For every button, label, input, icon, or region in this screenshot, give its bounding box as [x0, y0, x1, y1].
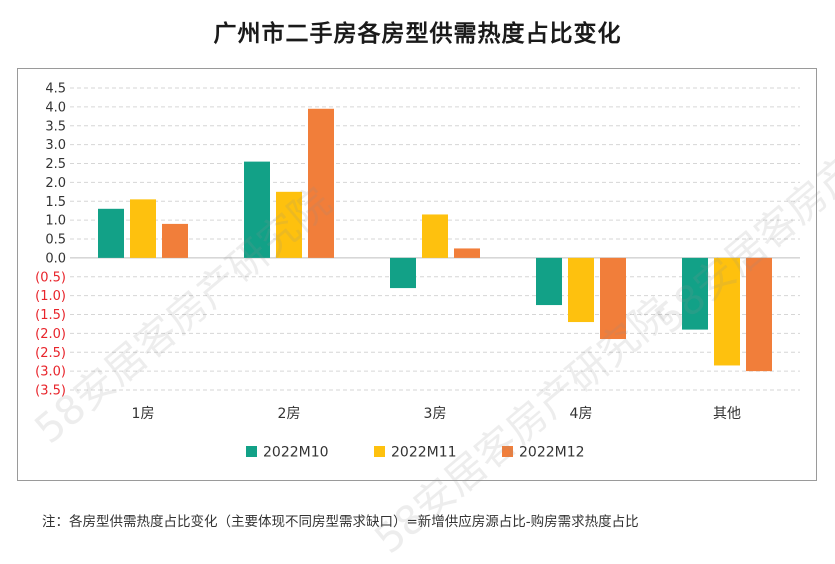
footnote: 注：各房型供需热度占比变化（主要体现不同房型需求缺口）=新增供应房源占比-购房需… — [42, 514, 639, 530]
legend-swatch — [502, 446, 513, 457]
bar-2022M10-1房 — [98, 208, 124, 258]
legend-label: 2022M12 — [519, 445, 585, 461]
bar-2022M11-其他 — [714, 257, 740, 366]
y-tick-label: 4.0 — [45, 100, 66, 115]
y-tick-label: (3.0) — [35, 365, 66, 380]
y-tick-label: 3.5 — [45, 119, 66, 134]
y-tick-label: (0.5) — [35, 270, 66, 285]
x-tick-label: 4房 — [570, 406, 593, 422]
legend-swatch — [246, 446, 257, 457]
bar-2022M12-2房 — [308, 108, 334, 258]
bar-2022M11-4房 — [568, 257, 594, 323]
bar-2022M11-2房 — [276, 191, 302, 258]
bar-2022M10-4房 — [536, 257, 562, 306]
y-tick-label: (2.5) — [35, 346, 66, 361]
y-tick-label: 2.0 — [45, 176, 66, 191]
x-tick-label: 1房 — [132, 406, 155, 422]
bar-2022M12-3房 — [454, 248, 480, 258]
bar-2022M12-1房 — [162, 223, 188, 258]
bar-2022M10-3房 — [390, 257, 416, 289]
y-tick-label: (2.0) — [35, 327, 66, 342]
y-tick-label: 2.5 — [45, 157, 66, 172]
x-tick-label: 2房 — [278, 406, 301, 422]
x-axis-ticks: 1房 2房 3房 4房 其他 — [132, 406, 741, 422]
y-tick-label: 0.0 — [45, 251, 66, 266]
y-axis-ticks: 4.5 4.0 3.5 3.0 2.5 2.0 1.5 1.0 0.5 0.0 (0.5) (1.0)… — [35, 82, 66, 399]
y-tick-label: 3.0 — [45, 138, 66, 153]
chart-title: 广州市二手房各房型供需热度占比变化 — [213, 21, 622, 47]
legend-swatch — [374, 446, 385, 457]
x-tick-label: 3房 — [424, 406, 447, 422]
y-tick-label: 1.5 — [45, 195, 66, 210]
bar-2022M12-其他 — [746, 257, 772, 372]
bar-2022M11-3房 — [422, 214, 448, 258]
bar-2022M12-4房 — [600, 257, 626, 340]
y-tick-label: 4.5 — [45, 82, 66, 97]
bar-chart: 4.5 4.0 3.5 3.0 2.5 2.0 1.5 1.0 0.5 0.0 (0.5) (1.0)… — [35, 82, 800, 461]
bar-2022M11-1房 — [130, 199, 156, 258]
legend: 2022M10 2022M11 2022M12 — [246, 445, 585, 461]
y-tick-label: 0.5 — [45, 233, 66, 248]
y-tick-label: 1.0 — [45, 214, 66, 229]
x-tick-label: 其他 — [713, 406, 741, 422]
chart-frame — [17, 68, 817, 481]
y-tick-label: (1.0) — [35, 289, 66, 304]
legend-label: 2022M10 — [263, 445, 329, 461]
y-tick-label: (1.5) — [35, 308, 66, 323]
legend-label: 2022M11 — [391, 445, 457, 461]
y-tick-label: (3.5) — [35, 384, 66, 399]
bars — [98, 108, 772, 372]
bar-2022M10-2房 — [244, 161, 270, 258]
bar-2022M10-其他 — [682, 257, 708, 330]
